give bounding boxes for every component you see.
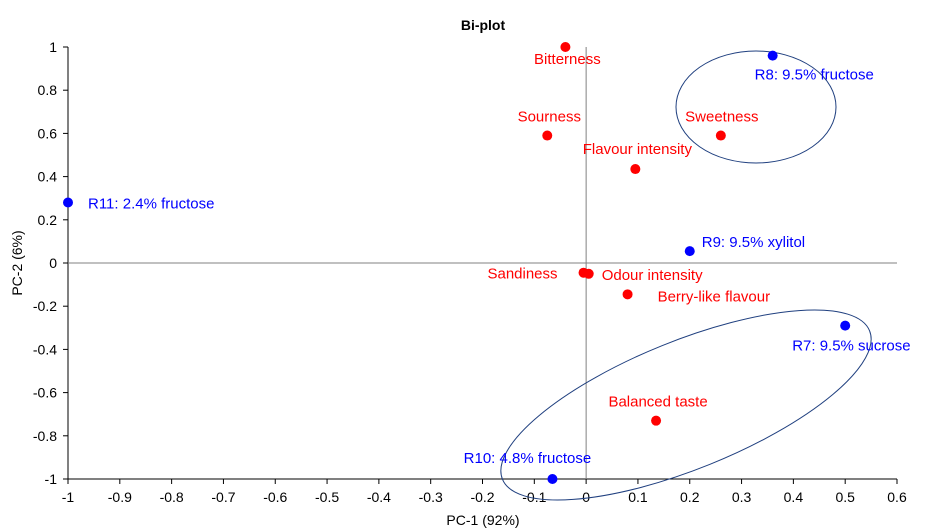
x-tick-label: -0.5 (315, 489, 339, 505)
y-tick-label: -1 (45, 471, 58, 487)
x-tick-label: -0.3 (419, 489, 443, 505)
x-axis-title: PC-1 (92%) (446, 512, 519, 528)
y-axis-title: PC-2 (6%) (9, 230, 25, 295)
x-tick-label: 0.2 (680, 489, 700, 505)
x-tick-label: -0.1 (522, 489, 546, 505)
y-tick-label: 0.6 (38, 125, 58, 141)
attribute-label: Berry-like flavour (658, 288, 771, 305)
sample-point (767, 50, 778, 61)
x-tick-label: 0 (582, 489, 590, 505)
sample-label: R7: 9.5% sucrose (792, 338, 910, 355)
x-tick-label: -0.2 (470, 489, 494, 505)
attribute-point (560, 42, 571, 52)
y-ticks: -1 -0.8 -0.6 -0.4 -0.2 0 0.2 0.4 0.6 0.8 1 (33, 39, 68, 487)
x-tick-label: 0.5 (835, 489, 855, 505)
ellipses (500, 50, 872, 501)
attribute-point (715, 130, 726, 141)
x-tick-label: 0.6 (887, 489, 907, 505)
attribute-point (583, 268, 594, 279)
attribute-label: Odour intensity (602, 267, 703, 284)
chart-title: Bi-plot (461, 17, 506, 33)
attribute-label: Balanced taste (608, 394, 707, 411)
x-tick-label: 0.4 (784, 489, 804, 505)
attribute-label: Bitterness (534, 51, 601, 68)
attribute-label: Sweetness (685, 109, 758, 126)
x-tick-label: -1 (62, 489, 75, 505)
y-tick-label: 0.2 (38, 212, 58, 228)
y-tick-label: -0.2 (33, 298, 57, 314)
y-tick-label: -0.4 (33, 341, 57, 357)
sample-point (547, 474, 558, 484)
sample-label: R9: 9.5% xylitol (702, 234, 805, 251)
points: Bitterness Sourness Sweetness Flavour inten… (63, 42, 911, 484)
y-tick-label: 0.4 (38, 169, 58, 185)
attribute-point (622, 289, 633, 300)
y-tick-label: 1 (49, 39, 57, 55)
x-tick-label: -0.8 (160, 489, 184, 505)
sample-point (840, 320, 851, 331)
cluster-ellipse-r8 (675, 50, 837, 164)
y-tick-label: -0.8 (33, 428, 57, 444)
attribute-point (630, 164, 641, 175)
x-ticks: -1 -0.9 -0.8 -0.7 -0.6 -0.5 -0.4 -0.3 -0.2 -0.1 0 0… (62, 479, 907, 505)
zero-lines (68, 47, 897, 479)
sample-point (63, 197, 73, 208)
attribute-point (542, 130, 553, 141)
sample-label: R8: 9.5% fructose (755, 67, 874, 84)
x-tick-label: -0.4 (367, 489, 391, 505)
attribute-label: Sandiness (487, 266, 557, 283)
sample-label: R10: 4.8% fructose (464, 450, 592, 467)
attribute-label: Flavour intensity (583, 141, 693, 158)
y-tick-label: 0.8 (38, 82, 58, 98)
y-tick-label: -0.6 (33, 385, 57, 401)
attribute-point (651, 415, 662, 426)
cluster-ellipse-r7-r10 (500, 309, 872, 501)
y-tick-label: 0 (49, 255, 57, 271)
x-tick-label: 0.1 (628, 489, 648, 505)
sample-point (684, 246, 695, 257)
attribute-label: Sourness (518, 109, 581, 126)
x-tick-label: -0.7 (211, 489, 235, 505)
x-tick-label: -0.6 (263, 489, 287, 505)
x-tick-label: -0.9 (108, 489, 132, 505)
x-tick-label: 0.3 (732, 489, 752, 505)
sample-label: R11: 2.4% fructose (88, 196, 214, 213)
